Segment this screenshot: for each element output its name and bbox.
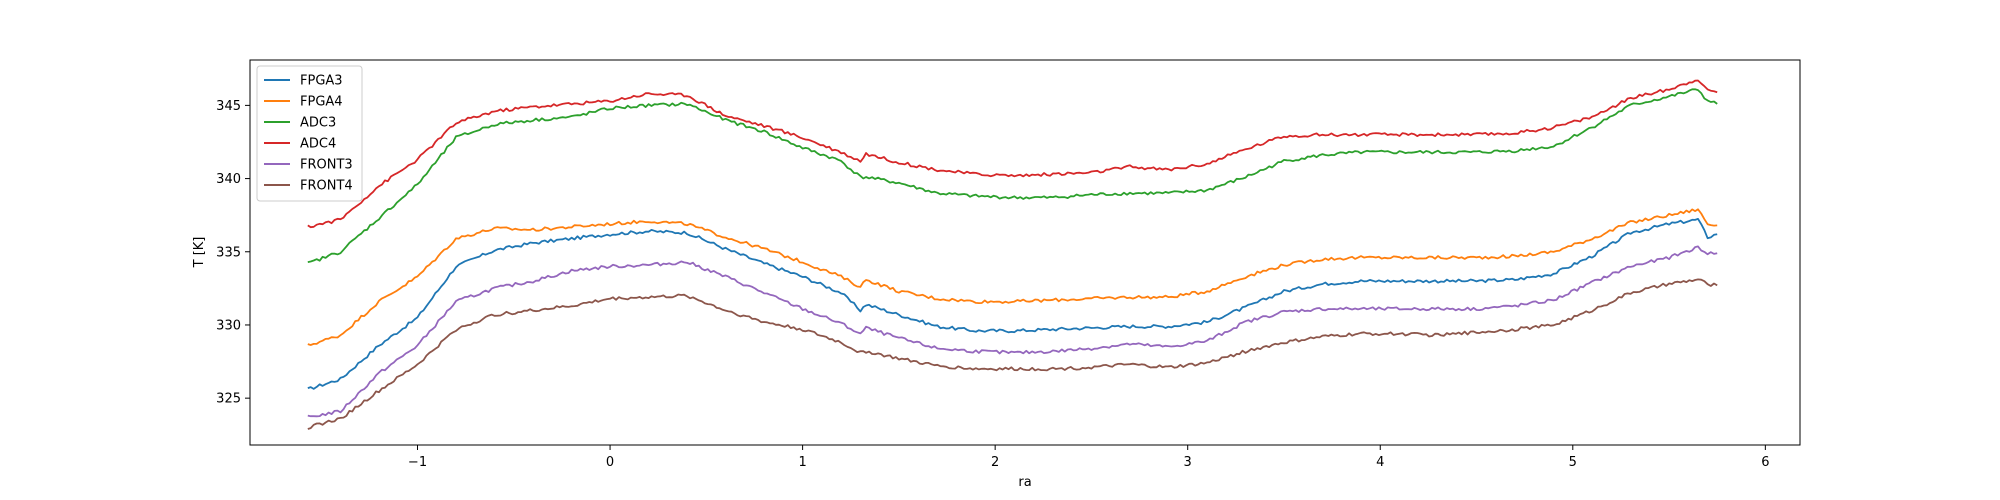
plot-frame xyxy=(249,59,1801,446)
legend: FPGA3 FPGA4 ADC3 ADC4 FRONT3 FRONT4 xyxy=(256,65,363,202)
legend-label-adc3: ADC3 xyxy=(300,116,336,131)
x-axis: −1 0 1 2 3 4 5 6 xyxy=(408,445,1769,470)
x-tick-label: 4 xyxy=(1376,455,1384,470)
y-tick-label: 335 xyxy=(216,245,241,260)
legend-label-adc4: ADC4 xyxy=(300,137,336,152)
x-tick-label: 6 xyxy=(1761,455,1769,470)
x-tick-label: 5 xyxy=(1569,455,1577,470)
y-axis: 325 330 335 340 345 xyxy=(216,99,250,407)
y-tick-label: 330 xyxy=(216,318,241,333)
legend-label-fpga3: FPGA3 xyxy=(300,74,343,89)
legend-label-front3: FRONT3 xyxy=(300,158,353,173)
series-line-fpga4 xyxy=(307,208,1718,346)
x-tick-label: 3 xyxy=(1184,455,1192,470)
legend-label-fpga4: FPGA4 xyxy=(300,95,343,110)
x-tick-label: 1 xyxy=(798,455,806,470)
legend-box xyxy=(256,65,363,202)
legend-label-front4: FRONT4 xyxy=(300,179,353,194)
x-tick-label: −1 xyxy=(408,455,427,470)
x-tick-label: 2 xyxy=(991,455,999,470)
y-axis-label: T [K] xyxy=(192,237,207,269)
series-line-fpga3 xyxy=(307,217,1718,390)
y-tick-label: 325 xyxy=(216,392,241,407)
x-axis-label: ra xyxy=(1018,475,1031,490)
y-tick-label: 340 xyxy=(216,172,241,187)
x-tick-label: 0 xyxy=(606,455,614,470)
series-line-adc3 xyxy=(307,88,1718,263)
y-tick-label: 345 xyxy=(216,99,241,114)
series-line-front3 xyxy=(307,245,1718,418)
series-line-front4 xyxy=(307,278,1718,430)
series-line-adc4 xyxy=(307,79,1718,229)
series-layer xyxy=(307,79,1718,430)
